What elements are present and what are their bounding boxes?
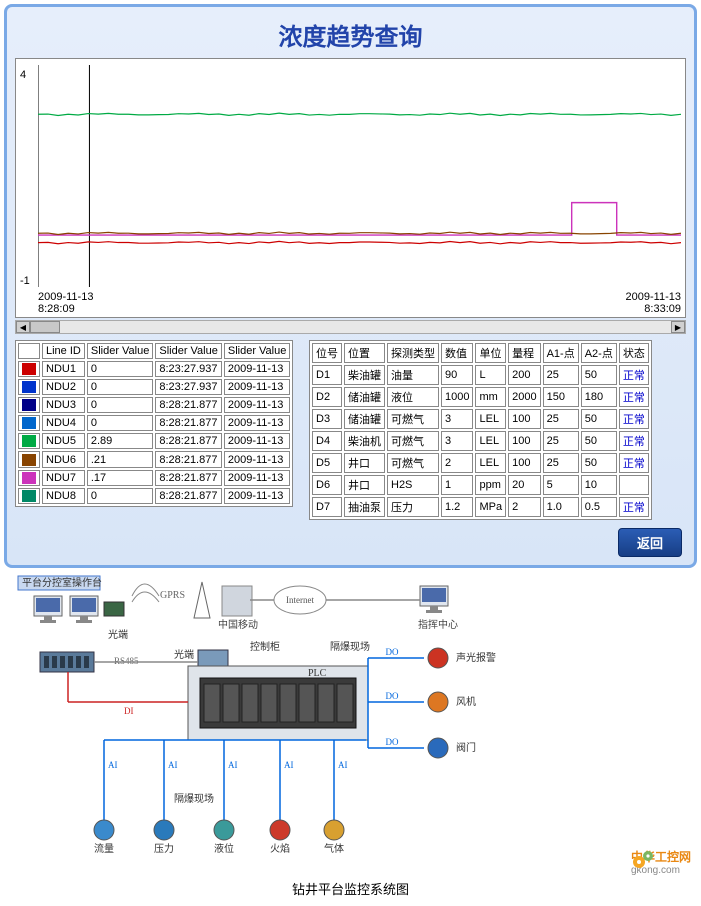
- svg-text:光端: 光端: [108, 628, 128, 641]
- table-row[interactable]: NDU808:28:21.8772009-11-13: [18, 488, 290, 504]
- table-row[interactable]: D5井口可燃气2LEL1002550正常: [312, 453, 649, 473]
- sensor-table-header: 探测类型: [387, 343, 439, 363]
- line-table-header: Slider Value: [87, 343, 154, 359]
- svg-text:AI: AI: [228, 760, 238, 770]
- footer-row: 返回: [11, 524, 690, 561]
- sensor-table-header: A1-点: [543, 343, 579, 363]
- back-button[interactable]: 返回: [618, 528, 682, 557]
- svg-text:中国移动: 中国移动: [218, 618, 258, 631]
- table-row[interactable]: NDU308:28:21.8772009-11-13: [18, 397, 290, 413]
- svg-text:声光报警: 声光报警: [456, 651, 496, 664]
- svg-text:RS485: RS485: [114, 656, 139, 666]
- table-row[interactable]: D1柴油罐油量90L2002550正常: [312, 365, 649, 385]
- svg-text:AI: AI: [168, 760, 178, 770]
- svg-text:风机: 风机: [456, 695, 476, 708]
- series-color-swatch: [22, 381, 36, 393]
- line-table-header: Line ID: [42, 343, 85, 359]
- scroll-thumb[interactable]: [30, 321, 60, 333]
- svg-text:DI: DI: [124, 706, 134, 716]
- line-id: NDU2: [42, 379, 85, 395]
- svg-text:GPRS: GPRS: [160, 590, 185, 601]
- sensor-table-header: 量程: [508, 343, 540, 363]
- x-label-start: 2009-11-13 8:28:09: [38, 291, 93, 315]
- svg-text:控制柜: 控制柜: [250, 640, 280, 653]
- sensor-table-header: 数值: [441, 343, 473, 363]
- sensor-table-header: 位置: [344, 343, 385, 363]
- y-tick-max: 4: [20, 69, 26, 81]
- gear-icon: [631, 848, 655, 872]
- line-table-header: Slider Value: [224, 343, 291, 359]
- svg-text:DO: DO: [386, 737, 399, 747]
- svg-text:DO: DO: [386, 647, 399, 657]
- svg-text:压力: 压力: [154, 842, 174, 855]
- sensor-table-header: 位号: [312, 343, 342, 363]
- series-color-swatch: [22, 399, 36, 411]
- svg-text:平台分控室操作台: 平台分控室操作台: [22, 576, 102, 589]
- line-id: NDU7: [42, 470, 85, 486]
- svg-text:Internet: Internet: [286, 595, 314, 605]
- scroll-right-button[interactable]: ▶: [671, 321, 685, 333]
- main-panel: 浓度趋势查询 4 -1 2009-11-13 8:28:09 2009-11-1…: [4, 4, 697, 568]
- svg-text:液位: 液位: [214, 842, 234, 855]
- table-row[interactable]: D7抽油泵压力1.2MPa21.00.5正常: [312, 497, 649, 517]
- table-row[interactable]: NDU408:28:21.8772009-11-13: [18, 415, 290, 431]
- table-row[interactable]: D6井口H2S1ppm20510: [312, 475, 649, 495]
- line-table-header: Slider Value: [155, 343, 222, 359]
- line-id: NDU4: [42, 415, 85, 431]
- svg-text:AI: AI: [338, 760, 348, 770]
- sensor-table: 位号位置探测类型数值单位量程A1-点A2-点状态D1柴油罐油量90L200255…: [309, 340, 652, 520]
- svg-text:AI: AI: [284, 760, 294, 770]
- tables-row: Line IDSlider ValueSlider ValueSlider Va…: [15, 340, 686, 520]
- branding: 中华工控网 gkong.com: [631, 848, 691, 876]
- series-color-swatch: [22, 435, 36, 447]
- table-row[interactable]: NDU208:23:27.9372009-11-13: [18, 379, 290, 395]
- x-label-end: 2009-11-13 8:33:09: [626, 291, 681, 315]
- series-color-swatch: [22, 363, 36, 375]
- page-title: 浓度趋势查询: [11, 11, 690, 58]
- sensor-table-header: 单位: [475, 343, 506, 363]
- svg-text:DO: DO: [386, 691, 399, 701]
- svg-text:指挥中心: 指挥中心: [418, 618, 458, 631]
- table-row[interactable]: NDU108:23:27.9372009-11-13: [18, 361, 290, 377]
- line-id: NDU3: [42, 397, 85, 413]
- scroll-left-button[interactable]: ◀: [16, 321, 30, 333]
- sensor-table-header: A2-点: [581, 343, 617, 363]
- sensor-table-header: 状态: [619, 343, 649, 363]
- series-color-swatch: [22, 472, 36, 484]
- diagram-title: 钻井平台监控系统图: [4, 879, 697, 898]
- chart-scrollbar[interactable]: ◀ ▶: [15, 320, 686, 334]
- table-row[interactable]: NDU6.218:28:21.8772009-11-13: [18, 451, 290, 467]
- svg-text:气体: 气体: [324, 842, 344, 855]
- system-diagram: 平台分控室操作台GPRS中国移动Internet指挥中心光端光端RS485控制柜…: [4, 572, 697, 902]
- line-id: NDU1: [42, 361, 85, 377]
- svg-text:AI: AI: [108, 760, 118, 770]
- series-color-swatch: [22, 417, 36, 429]
- svg-text:隔爆现场: 隔爆现场: [174, 792, 214, 805]
- y-tick-min: -1: [20, 275, 30, 287]
- svg-text:火焰: 火焰: [270, 842, 290, 855]
- chart-plot: [38, 65, 681, 287]
- table-row[interactable]: D4柴油机可燃气3LEL1002550正常: [312, 431, 649, 451]
- table-row[interactable]: NDU7.178:28:21.8772009-11-13: [18, 470, 290, 486]
- svg-text:PLC: PLC: [308, 668, 327, 679]
- trend-chart: 4 -1 2009-11-13 8:28:09 2009-11-13 8:33:…: [15, 58, 686, 318]
- svg-text:阀门: 阀门: [456, 741, 476, 754]
- line-table-wrap: Line IDSlider ValueSlider ValueSlider Va…: [15, 340, 305, 520]
- series-color-swatch: [22, 490, 36, 502]
- line-id: NDU8: [42, 488, 85, 504]
- scroll-track[interactable]: [30, 321, 671, 333]
- table-row[interactable]: D2储油罐液位1000mm2000150180正常: [312, 387, 649, 407]
- table-row[interactable]: D3储油罐可燃气3LEL1002550正常: [312, 409, 649, 429]
- sensor-table-wrap: 位号位置探测类型数值单位量程A1-点A2-点状态D1柴油罐油量90L200255…: [309, 340, 686, 520]
- series-color-swatch: [22, 454, 36, 466]
- line-table: Line IDSlider ValueSlider ValueSlider Va…: [15, 340, 293, 507]
- svg-text:隔爆现场: 隔爆现场: [330, 640, 370, 653]
- svg-text:光端: 光端: [174, 648, 194, 661]
- line-id: NDU6: [42, 451, 85, 467]
- table-row[interactable]: NDU52.898:28:21.8772009-11-13: [18, 433, 290, 449]
- svg-text:流量: 流量: [94, 842, 114, 855]
- line-id: NDU5: [42, 433, 85, 449]
